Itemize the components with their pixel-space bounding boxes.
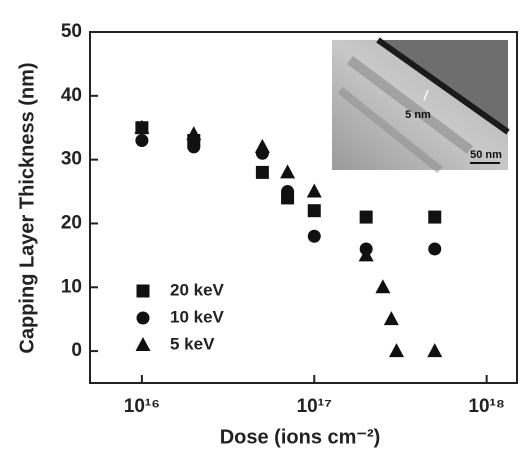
data-point — [428, 242, 441, 255]
x-tick-label: 10¹⁸ — [468, 396, 504, 417]
x-axis-label: Dose (ions cm⁻²) — [220, 426, 381, 448]
legend-label: 20 keV — [170, 280, 225, 299]
legend-marker — [137, 312, 150, 325]
data-point — [255, 139, 270, 153]
y-axis-label: Capping Layer Thickness (nm) — [16, 62, 38, 353]
x-tick-label: 10¹⁷ — [297, 396, 332, 417]
legend-label: 10 keV — [170, 307, 225, 326]
legend-marker — [136, 337, 151, 351]
data-point — [428, 211, 441, 224]
data-point — [280, 164, 295, 178]
data-point — [307, 184, 322, 198]
data-point — [187, 140, 200, 153]
y-tick-label: 50 — [61, 21, 82, 42]
inset-scale-label: 50 nm — [470, 149, 502, 161]
chart: 5 nm 50 nm Dose (ions cm⁻²) Capping Laye… — [0, 0, 522, 453]
legend-label: 5 keV — [170, 334, 215, 353]
data-point — [427, 343, 442, 357]
data-point — [256, 166, 269, 179]
y-tick-label: 20 — [61, 212, 82, 233]
data-point — [384, 311, 399, 325]
data-point — [186, 126, 201, 140]
y-tick-label: 40 — [61, 85, 82, 106]
y-tick-label: 0 — [71, 340, 82, 361]
inset-label: 5 nm — [405, 109, 431, 121]
data-point — [389, 343, 404, 357]
y-tick-label: 10 — [61, 276, 82, 297]
data-point — [281, 185, 294, 198]
legend-marker — [137, 285, 150, 298]
data-point — [375, 279, 390, 293]
data-point — [360, 211, 373, 224]
y-tick-label: 30 — [61, 149, 82, 170]
data-point — [135, 134, 148, 147]
x-tick-label: 10¹⁶ — [124, 396, 160, 417]
data-point — [308, 204, 321, 217]
data-point — [308, 230, 321, 243]
